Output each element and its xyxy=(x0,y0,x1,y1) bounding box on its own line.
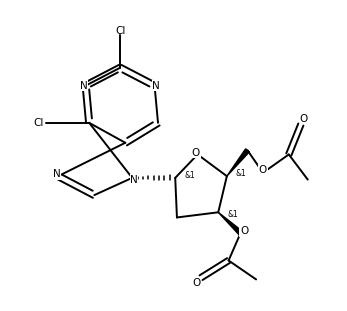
Text: Cl: Cl xyxy=(33,118,44,128)
Text: N: N xyxy=(130,174,138,185)
Text: &1: &1 xyxy=(184,171,195,180)
Text: O: O xyxy=(193,278,201,288)
Text: N: N xyxy=(53,169,60,179)
Text: O: O xyxy=(192,148,200,158)
Text: Cl: Cl xyxy=(115,26,125,36)
Text: &1: &1 xyxy=(236,169,247,178)
Text: N: N xyxy=(80,81,88,91)
Text: N: N xyxy=(152,81,160,91)
Polygon shape xyxy=(218,212,242,235)
Text: O: O xyxy=(240,226,248,236)
Text: O: O xyxy=(299,114,308,124)
Polygon shape xyxy=(227,149,249,176)
Text: &1: &1 xyxy=(227,210,238,219)
Text: O: O xyxy=(259,165,267,175)
